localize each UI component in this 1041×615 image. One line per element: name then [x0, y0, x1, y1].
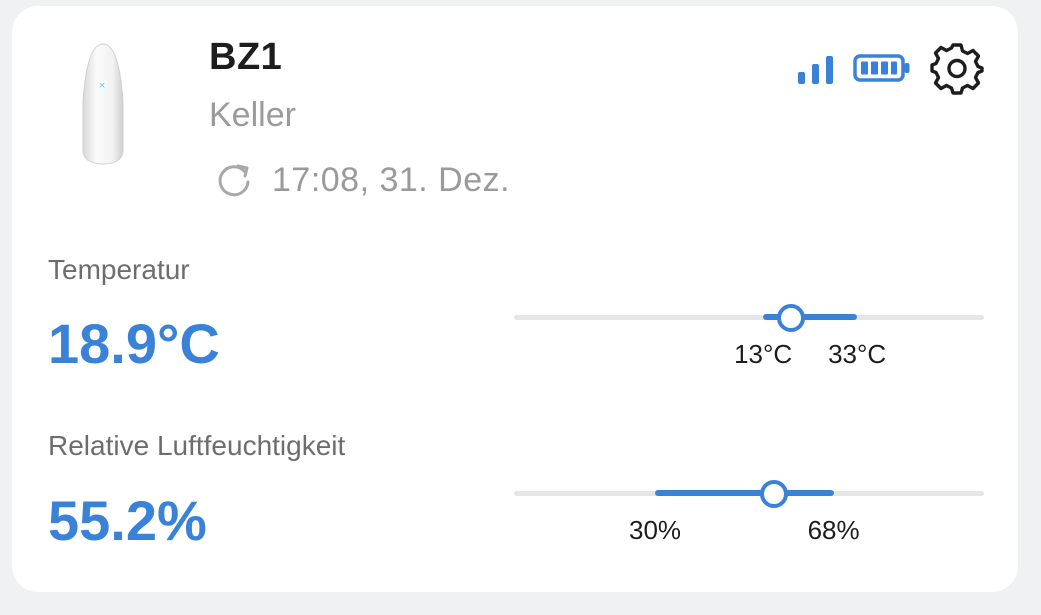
signal-icon — [798, 56, 833, 84]
temperature-range-track — [514, 315, 984, 320]
temperature-label: Temperatur — [48, 254, 190, 285]
battery-icon — [853, 54, 910, 82]
temperature-range-slider[interactable]: 13°C 33°C — [514, 304, 984, 369]
last-update-time: 17:08, 31. Dez. — [272, 161, 511, 199]
humidity-min-label: 30% — [629, 515, 682, 545]
device-card[interactable]: × BZ1 Keller 17:08, 31. Dez. Temperatur … — [12, 6, 1018, 592]
temperature-range-fill — [763, 314, 858, 320]
humidity-slider-knob[interactable] — [760, 480, 789, 508]
temperature-value: 18.9°C — [48, 312, 220, 375]
temperature-min-label: 13°C — [734, 339, 793, 369]
temperature-slider-knob[interactable] — [776, 304, 805, 332]
sensor-device-image: × — [82, 43, 124, 165]
temperature-max-label: 33°C — [828, 339, 887, 369]
device-location: Keller — [209, 96, 296, 134]
refresh-icon[interactable] — [214, 160, 254, 200]
humidity-label: Relative Luftfeuchtigkeit — [48, 430, 346, 461]
device-name: BZ1 — [209, 36, 283, 78]
humidity-value: 55.2% — [48, 489, 207, 552]
gear-icon[interactable] — [930, 41, 984, 95]
humidity-range-slider[interactable]: 30% 68% — [514, 480, 984, 545]
humidity-range-fill — [655, 490, 834, 496]
humidity-max-label: 68% — [807, 515, 860, 545]
svg-text:×: × — [98, 81, 106, 91]
